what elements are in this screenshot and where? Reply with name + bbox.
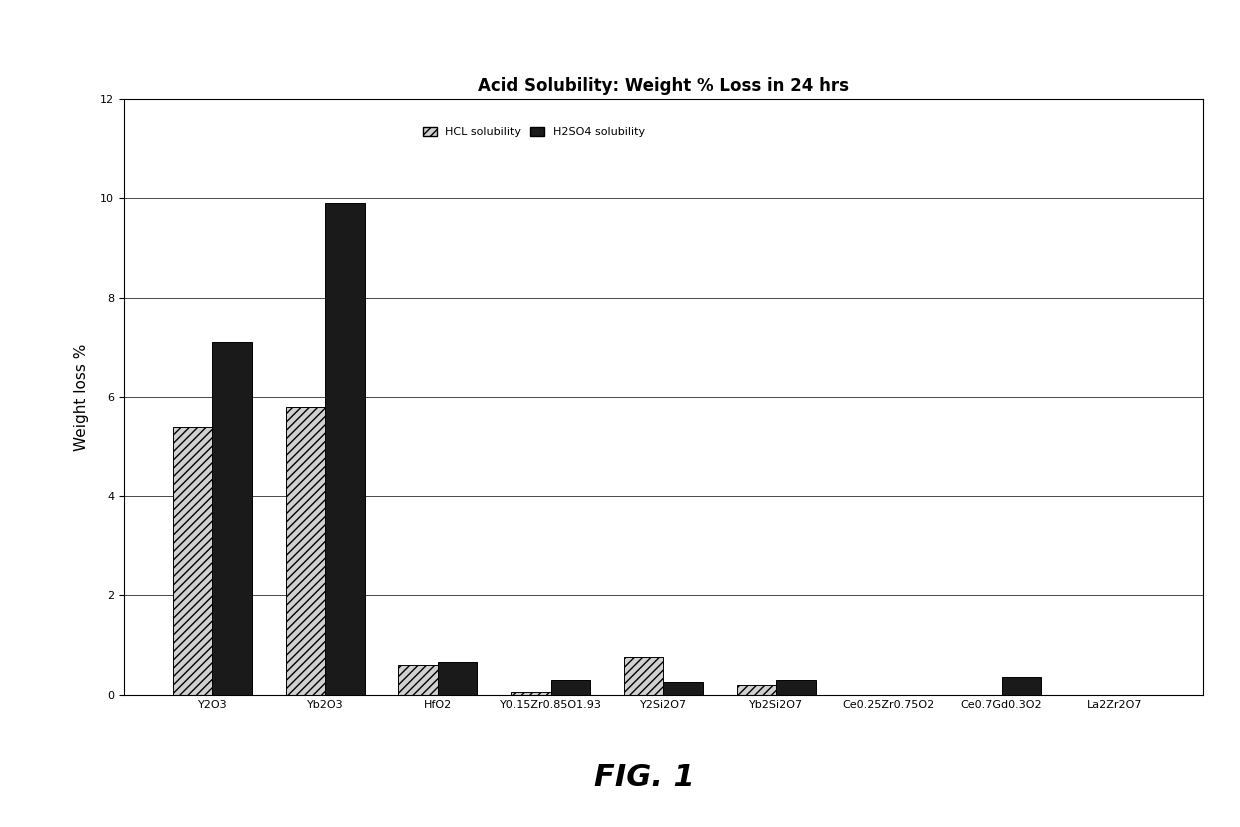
- Legend: HCL solubility, H2SO4 solubility: HCL solubility, H2SO4 solubility: [419, 122, 649, 141]
- Bar: [285, 407, 325, 695]
- Bar: [551, 680, 590, 695]
- Title: Acid Solubility: Weight % Loss in 24 hrs: Acid Solubility: Weight % Loss in 24 hrs: [477, 77, 849, 95]
- Bar: [174, 427, 212, 695]
- Bar: [212, 342, 252, 695]
- Bar: [398, 665, 438, 695]
- Y-axis label: Weight loss %: Weight loss %: [74, 343, 89, 451]
- Bar: [325, 203, 365, 695]
- Bar: [511, 692, 551, 695]
- Text: FIG. 1: FIG. 1: [594, 762, 696, 792]
- Bar: [1002, 677, 1042, 695]
- Bar: [663, 682, 703, 695]
- Bar: [776, 680, 816, 695]
- Bar: [737, 685, 776, 695]
- Bar: [438, 662, 477, 695]
- Bar: [624, 657, 663, 695]
